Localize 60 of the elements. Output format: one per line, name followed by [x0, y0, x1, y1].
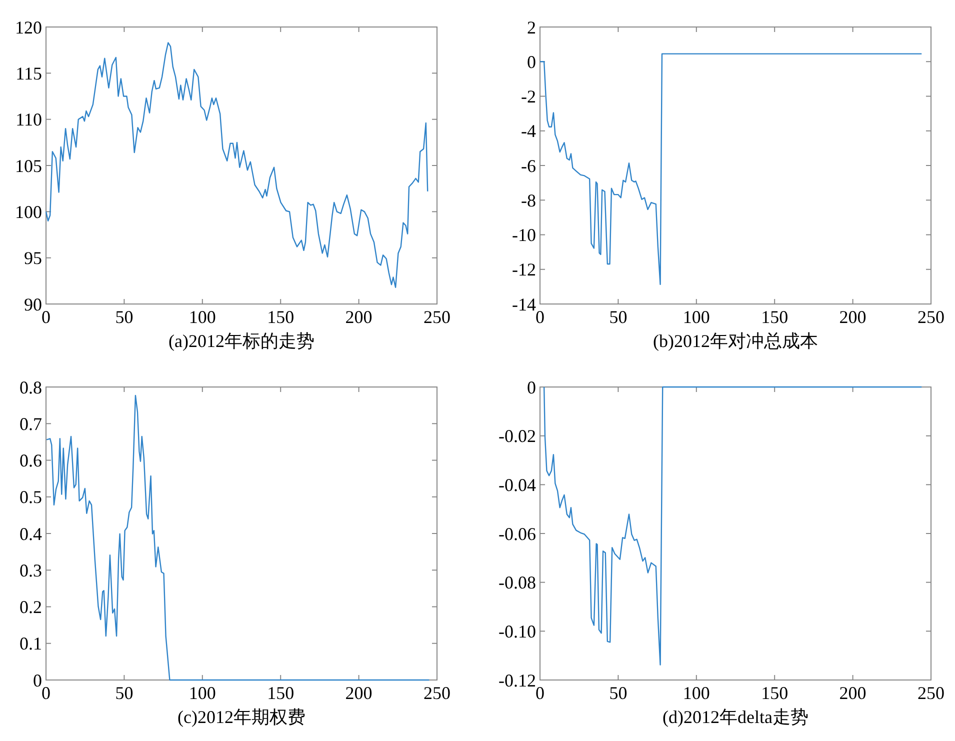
x-tick-label: 200	[345, 307, 372, 327]
y-tick-label: 120	[15, 17, 42, 38]
x-tick-label: 200	[839, 683, 866, 703]
x-tick-label: 100	[682, 307, 710, 327]
x-tick-label: 50	[115, 307, 134, 327]
line-series	[45, 42, 428, 288]
x-tick-label: 200	[839, 307, 866, 327]
y-tick-label: -0.08	[498, 572, 536, 593]
x-tick-label: 250	[424, 683, 450, 703]
y-tick-label: 0.5	[20, 487, 42, 508]
y-tick-label: 0.3	[20, 560, 42, 580]
x-tick-label: 50	[609, 683, 628, 703]
y-tick-label: 0	[527, 377, 536, 398]
x-tick-label: 150	[761, 307, 788, 327]
x-tick-label: 150	[267, 307, 294, 327]
x-tick-label: 50	[609, 307, 628, 327]
x-tick-label: 250	[424, 307, 450, 327]
x-tick-label: 250	[918, 683, 944, 703]
y-tick-label: 0.4	[20, 524, 42, 544]
x-tick-label: 250	[918, 307, 944, 327]
y-tick-label: -0.04	[498, 474, 536, 495]
y-tick-label: -10	[512, 225, 536, 246]
y-tick-label: -14	[512, 294, 536, 314]
y-tick-label: 0	[527, 52, 536, 72]
text: (c)2012年期权费	[178, 707, 306, 727]
y-tick-label: 105	[15, 156, 42, 176]
y-tick-label: 2	[527, 17, 536, 38]
y-tick-label: 100	[15, 202, 42, 222]
y-tick-label: 95	[24, 248, 42, 268]
y-tick-label: 110	[16, 110, 42, 130]
y-tick-label: 0	[33, 670, 42, 690]
y-tick-label: -8	[521, 190, 536, 210]
line-series	[46, 394, 430, 681]
text: (d)2012年delta走势	[662, 707, 808, 727]
text: (b)2012年对冲总成本	[653, 331, 818, 351]
y-tick-label: -0.06	[498, 524, 536, 544]
y-tick-label: 0.7	[20, 414, 42, 434]
x-tick-label: 100	[188, 307, 216, 327]
y-tick-label: 0.2	[20, 597, 42, 618]
x-tick-label: 150	[761, 683, 788, 703]
y-tick-label: 0.6	[20, 450, 42, 471]
y-tick-label: 0.8	[20, 377, 42, 398]
x-tick-label: 150	[267, 683, 294, 703]
text: (a)2012年标的走势	[168, 331, 314, 351]
y-tick-label: -6	[521, 156, 536, 176]
y-tick-label: 0.1	[20, 634, 42, 654]
x-tick-label: 50	[115, 683, 134, 703]
x-tick-label: 100	[682, 683, 710, 703]
y-tick-label: -0.12	[498, 670, 536, 690]
x-tick-label: 200	[345, 683, 372, 703]
y-tick-label: -2	[521, 86, 536, 107]
y-tick-label: -0.10	[498, 621, 536, 642]
y-tick-label: 90	[24, 294, 42, 314]
y-tick-label: -0.02	[498, 426, 536, 446]
line-series	[539, 53, 922, 286]
x-tick-label: 100	[188, 683, 216, 703]
line-series	[543, 386, 922, 666]
y-tick-label: -4	[521, 121, 536, 142]
y-tick-label: 115	[16, 63, 42, 84]
y-tick-label: -12	[512, 260, 536, 280]
